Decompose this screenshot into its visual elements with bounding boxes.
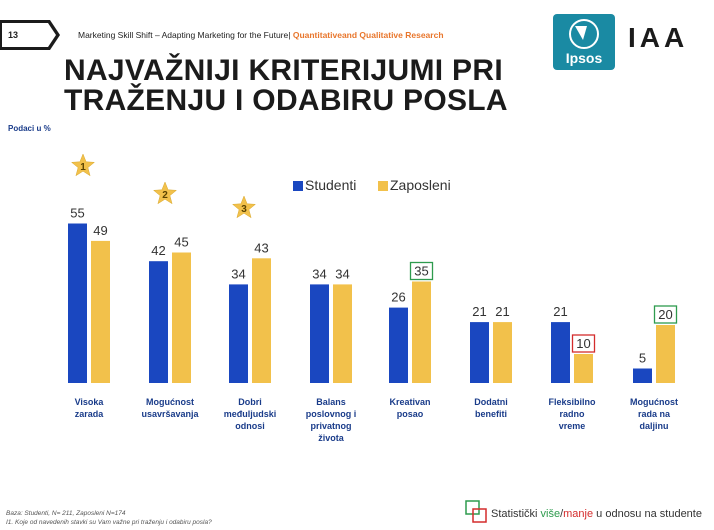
bar-zaposleni-6 [574, 354, 593, 383]
category-label-7-line-1: rada na [638, 409, 671, 419]
category-label-7-line-0: Mogućnost [630, 397, 678, 407]
bar-zaposleni-3 [333, 284, 352, 383]
data-label-zaposleni-5: 21 [495, 304, 509, 319]
data-label-studenti-3: 34 [312, 266, 326, 281]
iaa-logo: IAA [628, 22, 689, 53]
bar-studenti-4 [389, 307, 408, 383]
bar-studenti-3 [310, 284, 329, 383]
category-label-4-line-0: Kreativan [389, 397, 430, 407]
rank-star-icon-3 [231, 195, 257, 219]
significance-boxes-icon [465, 500, 487, 523]
slide-title: NAJVAŽNIJI KRITERIJUMI PRI TRAŽENJU I OD… [64, 56, 508, 116]
category-label-6-line-1: radno [559, 409, 585, 419]
category-label-5-line-1: benefiti [475, 409, 507, 419]
data-label-studenti-7: 5 [639, 351, 646, 366]
category-label-2-line-0: Dobri [238, 397, 262, 407]
category-label-4-line-1: posao [397, 409, 424, 419]
significance-box-7 [653, 305, 678, 324]
category-label-3-line-0: Balans [316, 397, 346, 407]
data-label-studenti-5: 21 [472, 304, 486, 319]
data-label-zaposleni-4: 35 [414, 264, 428, 279]
ipsos-face-icon [569, 19, 599, 49]
significance-box-4 [409, 261, 434, 281]
bar-zaposleni-4 [412, 281, 431, 383]
legend-label-studenti: Studenti [305, 177, 357, 193]
category-label-1-line-0: Mogućnost [146, 397, 194, 407]
legend-swatch-studenti [293, 181, 303, 191]
significance-legend: Statistički više/manje u odnosu na stude… [491, 508, 702, 520]
rank-star-label-3: 3 [241, 204, 247, 215]
significance-box-6 [571, 334, 596, 353]
category-label-3-line-3: života [318, 433, 345, 443]
data-label-zaposleni-2: 43 [254, 240, 268, 255]
category-label-6-line-2: vreme [559, 421, 586, 431]
data-label-zaposleni-7: 20 [658, 307, 672, 322]
bar-studenti-5 [470, 322, 489, 383]
bar-studenti-1 [149, 261, 168, 383]
data-label-studenti-2: 34 [231, 266, 245, 281]
base-note: Baza: Studenti, N= 211, Zaposleni N=174 [6, 510, 126, 517]
data-label-studenti-6: 21 [553, 304, 567, 319]
category-label-1-line-1: usavršavanja [141, 409, 199, 419]
bar-zaposleni-5 [493, 322, 512, 383]
bar-chart: 55 49 Visoka zarada 42 45 Mogućnost usavršavanj… [68, 153, 678, 443]
units-label: Podaci u % [8, 124, 51, 133]
header-title: Marketing Skill Shift – Adapting Marketi… [78, 30, 444, 40]
category-label-7-line-2: daljinu [640, 421, 669, 431]
data-label-studenti-0: 55 [70, 206, 84, 221]
data-label-zaposleni-6: 10 [576, 336, 590, 351]
data-label-studenti-1: 42 [151, 243, 165, 258]
ipsos-logo-text: Ipsos [565, 50, 603, 66]
bar-studenti-0 [68, 223, 87, 383]
bar-studenti-2 [229, 284, 248, 383]
category-label-3-line-1: poslovnog i [306, 409, 357, 419]
data-label-zaposleni-0: 49 [93, 223, 107, 238]
data-label-studenti-4: 26 [391, 290, 405, 305]
bar-studenti-7 [633, 368, 652, 383]
data-label-zaposleni-1: 45 [174, 235, 188, 250]
rank-star-label-2: 2 [162, 190, 168, 201]
bar-zaposleni-0 [91, 240, 110, 383]
category-label-5-line-0: Dodatni [474, 397, 508, 407]
question-note: I1. Koje od navedenih stavki su Vam važn… [6, 519, 212, 526]
category-label-2-line-2: odnosi [235, 421, 265, 431]
category-label-0-line-1: zarada [75, 409, 105, 419]
bar-zaposleni-1 [172, 252, 191, 383]
rank-star-label-1: 1 [80, 162, 86, 173]
ipsos-logo: Ipsos [553, 14, 615, 70]
legend-label-zaposleni: Zaposleni [390, 177, 451, 193]
rank-star-icon-2 [152, 181, 178, 205]
slide-title-line-1: NAJVAŽNIJI KRITERIJUMI PRI [64, 54, 503, 87]
category-label-3-line-2: privatnog [310, 421, 351, 431]
slide-title-line-2: TRAŽENJU I ODABIRU POSLA [64, 84, 508, 117]
category-label-6-line-0: Fleksibilno [548, 397, 596, 407]
bar-studenti-6 [551, 322, 570, 383]
category-label-0-line-0: Visoka [75, 397, 105, 407]
slide-number-arrow [0, 20, 60, 50]
rank-star-icon-1 [70, 153, 96, 177]
category-label-2-line-1: međuljudski [224, 409, 277, 419]
bar-zaposleni-2 [252, 258, 271, 383]
data-label-zaposleni-3: 34 [335, 266, 349, 281]
slide-number: 13 [8, 30, 19, 40]
bar-zaposleni-7 [656, 325, 675, 383]
legend-swatch-zaposleni [378, 181, 388, 191]
